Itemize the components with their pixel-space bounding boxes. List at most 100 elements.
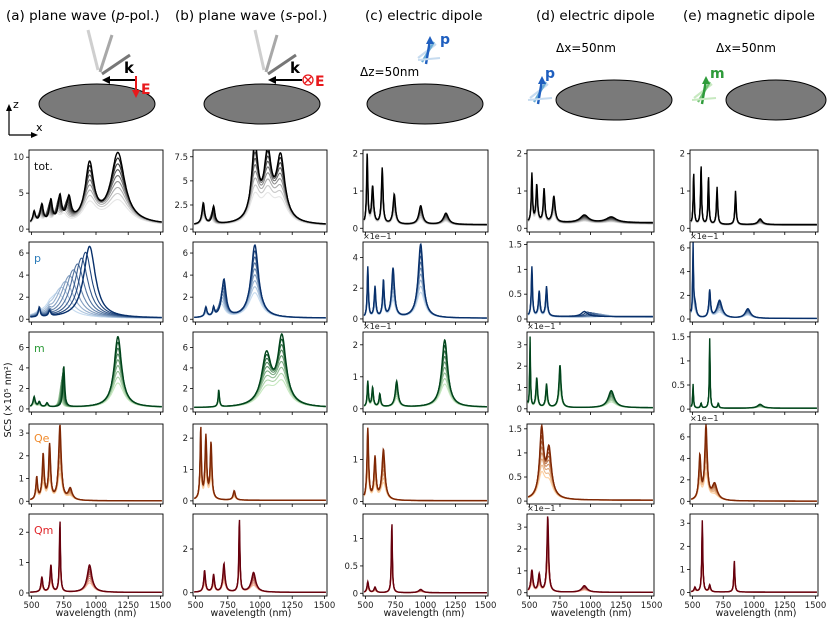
series-line xyxy=(527,266,653,318)
x-axis-label-b: wavelength (nm) xyxy=(210,608,291,619)
row-label-Qm: Qm xyxy=(34,524,53,537)
y-tick-label: 2 xyxy=(680,150,685,160)
spectra-lines xyxy=(363,524,487,594)
dipole-p-icon xyxy=(527,76,553,105)
series-line xyxy=(363,378,487,408)
panel-0-2: 0 2 4 6 xyxy=(19,331,164,415)
series-line xyxy=(363,524,487,594)
spectra-lines xyxy=(690,166,817,227)
y-tick-label: 0 xyxy=(680,315,685,325)
y-tick-label: 2 xyxy=(353,341,358,351)
column-title-d: (d) electric dipole xyxy=(536,8,655,24)
series-line xyxy=(363,383,487,408)
panel-4-1: 0 2 4 6 ×1e−1 xyxy=(680,232,819,325)
y-tick-label: 2 xyxy=(19,528,24,538)
dipole-m-icon xyxy=(691,76,717,105)
y-tick-label: 1 xyxy=(353,187,358,197)
scale-factor: ×1e−1 xyxy=(690,232,719,241)
panel-0-4: 0 1 2 500 750 1000 1250 1500 xyxy=(19,513,171,611)
x-tick-label: 1500 xyxy=(641,601,663,611)
series-line xyxy=(691,447,817,502)
beam-3 xyxy=(267,53,297,76)
k-arrowhead xyxy=(268,76,276,84)
y-tick-label: 1 xyxy=(353,373,358,383)
spectra-lines xyxy=(194,333,326,409)
y-tick-label: 0 xyxy=(680,224,685,234)
y-tick-label: 4 xyxy=(19,364,24,374)
spectra-lines xyxy=(690,242,817,320)
y-tick-label: 1 xyxy=(680,187,685,197)
y-tick-label: 6 xyxy=(680,433,685,443)
particle-d xyxy=(555,79,673,121)
series-line xyxy=(527,516,653,593)
series-line xyxy=(690,452,817,502)
y-tick-label: 0.5 xyxy=(508,473,522,483)
y-tick-label: 2 xyxy=(19,293,24,303)
series-line xyxy=(527,336,653,409)
y-tick-label: 0 xyxy=(183,497,188,507)
x-tick-label: 1000 xyxy=(415,601,437,611)
y-tick-label: 2.5 xyxy=(174,201,188,211)
beam-1 xyxy=(253,29,266,71)
series-line xyxy=(194,372,326,409)
series-line xyxy=(527,470,653,501)
y-tick-label: 0 xyxy=(680,405,685,415)
spectra-lines xyxy=(194,519,326,593)
y-tick-label: 2 xyxy=(517,545,522,555)
x-axis-label-d: wavelength (nm) xyxy=(550,608,631,619)
x-tick-label: 1500 xyxy=(475,601,497,611)
series-line xyxy=(363,344,487,408)
y-tick-label: 6 xyxy=(183,249,188,259)
y-tick-label: 0.5 xyxy=(508,290,522,300)
x-axis-label-e: wavelength (nm) xyxy=(715,608,796,619)
x-tick-label: 1000 xyxy=(743,601,765,611)
x-tick-label: 750 xyxy=(715,601,731,611)
schematic-e: m Δx=50nm xyxy=(691,41,827,121)
scale-factor: ×1e−1 xyxy=(527,504,556,513)
x-tick-label: 500 xyxy=(23,601,39,611)
schematic-a: k E z x xyxy=(6,29,156,138)
panel-4-3: 0 2 4 6 ×1e−1 xyxy=(680,414,819,507)
series-line xyxy=(527,424,653,501)
series-line xyxy=(194,343,326,408)
dz-label: Δz=50nm xyxy=(360,65,419,79)
schematic-d: p Δx=50nm xyxy=(527,41,673,121)
y-tick-label: 1 xyxy=(517,265,522,275)
series-line xyxy=(363,562,487,594)
scale-factor: ×1e−1 xyxy=(363,232,392,241)
spectra-lines xyxy=(363,153,487,226)
series-line xyxy=(527,434,653,501)
series-line xyxy=(363,534,487,594)
series-line xyxy=(363,545,487,594)
spectra-lines xyxy=(527,516,653,593)
y-tick-label: 0 xyxy=(19,225,24,235)
spectra-lines xyxy=(194,150,326,226)
dx-label: Δx=50nm xyxy=(556,41,616,55)
series-line xyxy=(29,151,162,223)
beam-2 xyxy=(264,34,279,73)
spectra-lines xyxy=(527,336,653,409)
spectra-lines xyxy=(30,424,162,502)
schematic-c: p Δz=50nm xyxy=(360,32,484,125)
series-line xyxy=(527,464,653,501)
series-line xyxy=(30,359,162,408)
panel-3-1: 0 0.5 1 1.5 xyxy=(508,240,655,325)
y-tick-label: 2 xyxy=(183,293,188,303)
y-tick-label: 0 xyxy=(353,589,358,599)
y-tick-label: 0 xyxy=(183,225,188,235)
panel-2-1: 0 2 4 ×1e−1 xyxy=(353,232,489,325)
E-arrowhead xyxy=(132,90,140,98)
x-tick-label: 500 xyxy=(521,601,537,611)
series-line xyxy=(30,353,162,408)
panel-2-3: 01 xyxy=(353,423,489,507)
panel-3-3: 0 0.5 1 1.5 xyxy=(508,423,655,507)
series-line xyxy=(30,521,162,593)
x-tick-label: 1000 xyxy=(85,601,107,611)
y-tick-label: 0 xyxy=(517,589,522,599)
x-axis-label-a: wavelength (nm) xyxy=(55,608,136,619)
beam-2 xyxy=(98,34,114,73)
series-line xyxy=(363,153,487,226)
y-tick-label: 2 xyxy=(680,542,685,552)
series-line xyxy=(690,242,817,320)
